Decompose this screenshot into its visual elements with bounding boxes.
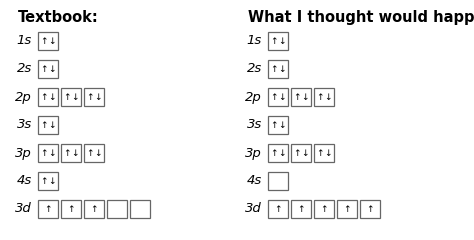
Text: 2s: 2s bbox=[247, 62, 262, 76]
Bar bbox=[38, 200, 58, 218]
Text: ↓: ↓ bbox=[278, 149, 285, 157]
Text: 1s: 1s bbox=[247, 35, 262, 48]
Text: ↑: ↑ bbox=[271, 120, 278, 130]
Bar bbox=[360, 200, 380, 218]
Text: ↓: ↓ bbox=[278, 92, 285, 102]
Bar bbox=[38, 60, 58, 78]
Bar bbox=[268, 32, 288, 50]
Text: ↑: ↑ bbox=[64, 149, 71, 157]
Bar bbox=[38, 144, 58, 162]
Text: ↑: ↑ bbox=[90, 204, 98, 214]
Bar bbox=[84, 144, 104, 162]
Text: 2p: 2p bbox=[15, 90, 32, 103]
Text: Textbook:: Textbook: bbox=[18, 10, 99, 25]
Text: 3p: 3p bbox=[245, 146, 262, 160]
Text: ↑: ↑ bbox=[64, 92, 71, 102]
Bar bbox=[61, 200, 81, 218]
Text: 4s: 4s bbox=[247, 174, 262, 187]
Text: ↑: ↑ bbox=[41, 149, 48, 157]
Bar bbox=[61, 144, 81, 162]
Bar bbox=[268, 116, 288, 134]
Text: ↓: ↓ bbox=[94, 149, 101, 157]
Bar bbox=[314, 200, 334, 218]
Bar bbox=[84, 200, 104, 218]
Bar bbox=[314, 144, 334, 162]
Text: ↑: ↑ bbox=[317, 92, 324, 102]
Text: 3d: 3d bbox=[245, 203, 262, 216]
Bar bbox=[84, 88, 104, 106]
Text: ↓: ↓ bbox=[71, 92, 78, 102]
Text: ↑: ↑ bbox=[271, 149, 278, 157]
Text: What I thought would happen:: What I thought would happen: bbox=[248, 10, 474, 25]
Text: ↓: ↓ bbox=[48, 36, 55, 46]
Text: ↓: ↓ bbox=[48, 65, 55, 73]
Text: ↑: ↑ bbox=[41, 36, 48, 46]
Text: ↓: ↓ bbox=[324, 149, 331, 157]
Text: ↑: ↑ bbox=[294, 92, 301, 102]
Text: 4s: 4s bbox=[17, 174, 32, 187]
Bar bbox=[291, 88, 311, 106]
Text: ↑: ↑ bbox=[271, 36, 278, 46]
Bar bbox=[268, 200, 288, 218]
Text: 3s: 3s bbox=[247, 119, 262, 132]
Text: ↑: ↑ bbox=[271, 65, 278, 73]
Text: 3p: 3p bbox=[15, 146, 32, 160]
Text: ↓: ↓ bbox=[48, 120, 55, 130]
Bar bbox=[130, 200, 150, 218]
Bar bbox=[291, 200, 311, 218]
Bar bbox=[61, 88, 81, 106]
Text: ↑: ↑ bbox=[67, 204, 75, 214]
Text: ↓: ↓ bbox=[278, 36, 285, 46]
Text: ↑: ↑ bbox=[41, 65, 48, 73]
Text: ↓: ↓ bbox=[301, 92, 309, 102]
Bar bbox=[38, 172, 58, 190]
Text: ↑: ↑ bbox=[41, 120, 48, 130]
Text: ↑: ↑ bbox=[274, 204, 282, 214]
Text: ↑: ↑ bbox=[343, 204, 351, 214]
Text: ↓: ↓ bbox=[71, 149, 78, 157]
Text: ↑: ↑ bbox=[41, 92, 48, 102]
Bar bbox=[38, 32, 58, 50]
Text: ↓: ↓ bbox=[48, 92, 55, 102]
Bar bbox=[38, 88, 58, 106]
Text: ↑: ↑ bbox=[294, 149, 301, 157]
Text: 3d: 3d bbox=[15, 203, 32, 216]
Text: ↑: ↑ bbox=[320, 204, 328, 214]
Text: 2s: 2s bbox=[17, 62, 32, 76]
Text: ↓: ↓ bbox=[48, 149, 55, 157]
Text: ↓: ↓ bbox=[94, 92, 101, 102]
Text: ↑: ↑ bbox=[44, 204, 52, 214]
Bar bbox=[337, 200, 357, 218]
Text: ↑: ↑ bbox=[41, 176, 48, 186]
Text: ↓: ↓ bbox=[278, 120, 285, 130]
Bar bbox=[268, 172, 288, 190]
Bar bbox=[268, 88, 288, 106]
Bar bbox=[268, 60, 288, 78]
Text: ↑: ↑ bbox=[297, 204, 305, 214]
Bar bbox=[107, 200, 127, 218]
Bar bbox=[314, 88, 334, 106]
Bar bbox=[38, 116, 58, 134]
Text: ↓: ↓ bbox=[324, 92, 331, 102]
Text: 1s: 1s bbox=[17, 35, 32, 48]
Text: ↑: ↑ bbox=[87, 92, 94, 102]
Bar bbox=[291, 144, 311, 162]
Text: ↓: ↓ bbox=[301, 149, 309, 157]
Text: 3s: 3s bbox=[17, 119, 32, 132]
Text: ↑: ↑ bbox=[366, 204, 374, 214]
Text: ↑: ↑ bbox=[87, 149, 94, 157]
Text: ↑: ↑ bbox=[317, 149, 324, 157]
Text: 2p: 2p bbox=[245, 90, 262, 103]
Text: ↓: ↓ bbox=[278, 65, 285, 73]
Text: ↓: ↓ bbox=[48, 176, 55, 186]
Text: ↑: ↑ bbox=[271, 92, 278, 102]
Bar bbox=[268, 144, 288, 162]
